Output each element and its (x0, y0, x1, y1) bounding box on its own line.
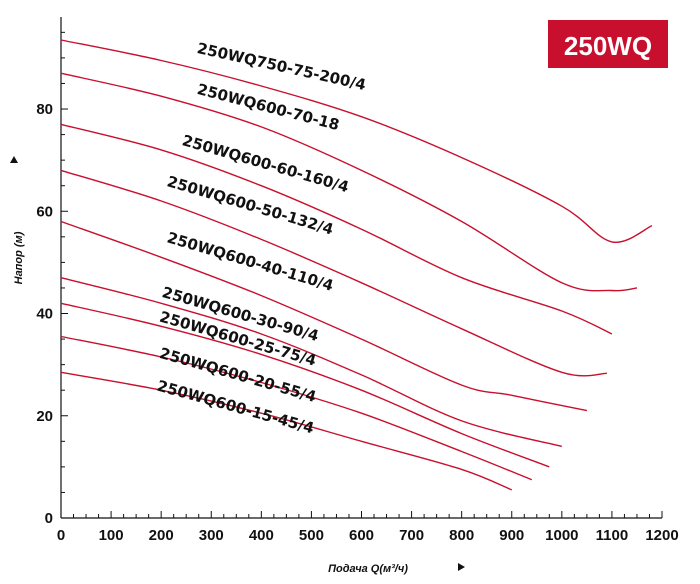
x-axis-title: Подача Q(м³/ч) (328, 563, 408, 575)
x-tick-label: 400 (249, 527, 274, 544)
x-tick-label: 1200 (645, 527, 678, 544)
x-tick-label: 1100 (596, 527, 629, 544)
pump-curve-line (60, 302, 550, 468)
y-tick-label: 80 (36, 101, 53, 118)
y-tick-label: 0 (45, 510, 53, 527)
pump-curve-line (60, 123, 613, 335)
model-badge-box (546, 18, 670, 70)
y-axis-arrow-icon (10, 156, 18, 163)
pump-curves (60, 39, 653, 491)
x-tick-label: 200 (149, 527, 174, 544)
pump-curve-line (60, 169, 607, 377)
pump-curve-line (60, 371, 513, 491)
y-tick-label: 20 (36, 408, 53, 425)
pump-curve-line (60, 39, 653, 243)
x-tick-label: 500 (299, 527, 324, 544)
y-tick-label: 40 (36, 306, 53, 323)
y-tick-label: 60 (36, 203, 53, 220)
model-badge-text: 250WQ (564, 31, 652, 61)
model-badge: 250WQ (546, 18, 670, 70)
y-axis-title: Напор (м) (13, 231, 25, 284)
x-tick-label: 600 (349, 527, 374, 544)
pump-curve-line (60, 277, 562, 448)
x-tick-label: 1000 (545, 527, 578, 544)
x-tick-label: 700 (399, 527, 424, 544)
x-tick-label: 900 (499, 527, 524, 544)
pump-curve-line (60, 335, 533, 481)
x-tick-label: 800 (449, 527, 474, 544)
curve-label: 250WQ600-40-110/4 (165, 229, 335, 295)
curve-labels: 250WQ750-75-200/4250WQ600-70-18250WQ600-… (155, 39, 368, 437)
pump-curve-line (60, 220, 588, 412)
x-tick-label: 100 (99, 527, 124, 544)
x-tick-label: 300 (199, 527, 224, 544)
x-axis-arrow-icon (458, 563, 465, 571)
x-tick-label: 0 (57, 527, 65, 544)
pump-curve-line (60, 72, 638, 292)
